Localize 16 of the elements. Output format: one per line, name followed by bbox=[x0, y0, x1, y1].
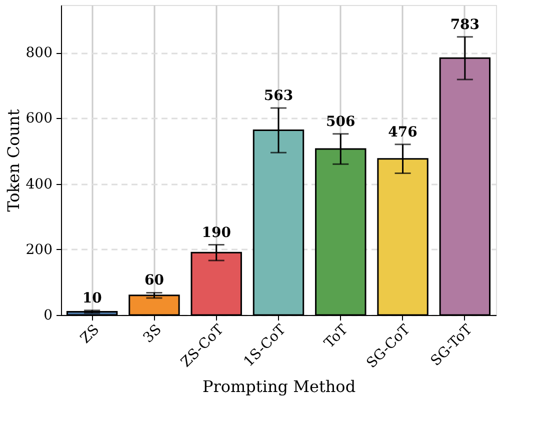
y-tick-label: 400 bbox=[26, 176, 52, 192]
y-axis-title: Token Count bbox=[4, 108, 23, 212]
x-tick-label: ZS bbox=[78, 322, 103, 347]
data-label: 190 bbox=[202, 224, 232, 241]
data-label: 10 bbox=[82, 290, 102, 306]
data-label: 60 bbox=[144, 272, 164, 289]
y-tick-label: 0 bbox=[44, 308, 52, 324]
data-label: 476 bbox=[388, 124, 418, 140]
y-tick-label: 600 bbox=[26, 110, 52, 127]
x-axis-title: Prompting Method bbox=[202, 376, 356, 396]
y-tick-label: 800 bbox=[26, 45, 52, 62]
data-label: 506 bbox=[326, 114, 356, 130]
data-label: 563 bbox=[264, 88, 294, 104]
y-tick-label: 200 bbox=[26, 242, 52, 258]
data-label: 783 bbox=[450, 16, 480, 33]
x-tick-label: 3S bbox=[140, 322, 165, 346]
